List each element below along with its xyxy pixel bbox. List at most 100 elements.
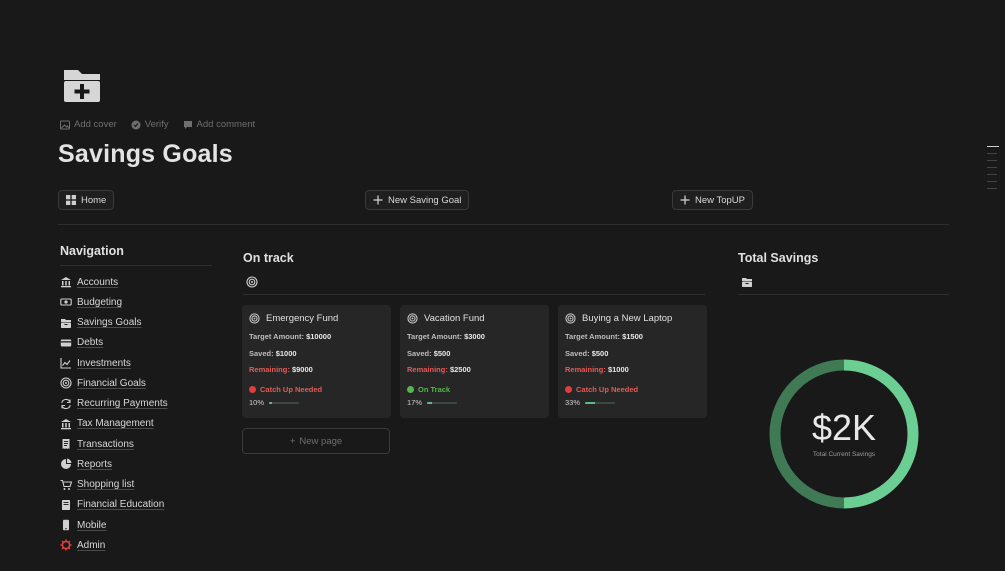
progress-bar-fill (585, 401, 595, 404)
progress-row: 33% (565, 398, 700, 407)
repeat-icon (60, 398, 72, 410)
total-savings-label: Total Current Savings (812, 451, 876, 458)
saved-row: Saved: $1000 (249, 349, 384, 366)
nav-item-label: Accounts (77, 276, 119, 288)
status-badge: Catch Up Needed (565, 382, 700, 399)
add-comment-button[interactable]: Add comment (183, 119, 255, 130)
target-amount-value: $3000 (464, 332, 485, 341)
comment-icon (183, 120, 192, 129)
nav-item-label: Financial Goals (77, 377, 146, 389)
goal-card-buying-a-new-laptop[interactable]: Buying a New Laptop Target Amount: $1500… (558, 305, 707, 418)
nav-item-label: Budgeting (77, 296, 123, 308)
nav-item-label: Reports (77, 458, 113, 470)
add-cover-button[interactable]: Add cover (60, 119, 117, 130)
toc-marker[interactable] (987, 146, 999, 147)
target-amount-row: Target Amount: $3000 (407, 332, 542, 349)
donut-segment-0 (843, 359, 919, 509)
on-track-heading: On track (243, 251, 294, 265)
folder-plus-icon[interactable] (62, 68, 102, 104)
new-saving-goal-label: New Saving Goal (388, 194, 462, 206)
bank-icon (60, 418, 72, 430)
toc-marker[interactable] (987, 174, 997, 175)
nav-item-label: Savings Goals (77, 317, 142, 329)
target-amount-label: Target Amount: (565, 332, 620, 341)
home-button-label: Home (81, 194, 107, 206)
status-label: Catch Up Needed (260, 385, 323, 395)
nav-item-label: Investments (77, 357, 131, 369)
saved-row: Saved: $500 (565, 349, 700, 366)
goal-card-emergency-fund[interactable]: Emergency Fund Target Amount: $10000 Sav… (242, 305, 391, 418)
progress-row: 17% (407, 398, 542, 407)
toc-marker[interactable] (987, 188, 997, 189)
money-icon (60, 296, 72, 308)
goal-card-vacation-fund[interactable]: Vacation Fund Target Amount: $3000 Saved… (400, 305, 549, 418)
header-divider (58, 224, 949, 225)
gear-icon (60, 539, 72, 551)
nav-item-tax-management[interactable]: Tax Management (60, 414, 168, 434)
home-button[interactable]: Home (58, 190, 115, 210)
nav-item-financial-goals[interactable]: Financial Goals (60, 373, 168, 393)
nav-item-budgeting[interactable]: Budgeting (60, 292, 168, 312)
nav-item-debts[interactable]: Debts (60, 333, 168, 353)
total-savings-divider (738, 294, 949, 295)
bank-icon (60, 276, 72, 288)
target-amount-label: Target Amount: (407, 332, 462, 341)
nav-item-accounts[interactable]: Accounts (60, 272, 168, 292)
nav-item-transactions[interactable]: Transactions (60, 434, 168, 454)
check-circle-icon (131, 120, 141, 129)
navigation-divider (60, 265, 212, 266)
total-savings-heading: Total Savings (738, 251, 819, 265)
new-page-button[interactable]: + New page (242, 428, 390, 454)
status-dot-icon (407, 386, 414, 394)
nav-item-mobile[interactable]: Mobile (60, 515, 168, 535)
card-title: Emergency Fund (266, 313, 339, 324)
nav-item-investments[interactable]: Investments (60, 353, 168, 373)
card-title-row: Buying a New Laptop (565, 313, 700, 324)
nav-item-shopping-list[interactable]: Shopping list (60, 475, 168, 495)
nav-item-label: Shopping list (77, 479, 135, 491)
progress-bar (269, 401, 300, 404)
new-saving-goal-button[interactable]: New Saving Goal (365, 190, 470, 210)
nav-item-savings-goals[interactable]: Savings Goals (60, 313, 168, 333)
saved-value: $500 (591, 348, 609, 358)
verify-button[interactable]: Verify (131, 119, 169, 130)
on-track-divider (243, 294, 705, 295)
nav-item-label: Admin (77, 539, 106, 551)
toc-marker[interactable] (987, 153, 997, 154)
toc-marker[interactable] (987, 167, 997, 168)
card-title: Buying a New Laptop (582, 313, 673, 324)
status-label: Catch Up Needed (576, 385, 639, 395)
receipt-icon (60, 438, 72, 450)
progress-percent: 17% (407, 398, 423, 407)
remaining-value: $9000 (291, 365, 313, 374)
target-amount-label: Target Amount: (249, 332, 304, 341)
nav-item-financial-education[interactable]: Financial Education (60, 495, 168, 515)
progress-bar (427, 401, 458, 404)
toc-marker[interactable] (987, 181, 997, 182)
target-amount-row: Target Amount: $10000 (249, 332, 384, 349)
remaining-label: Remaining: (407, 365, 448, 374)
total-savings-value: $2K (811, 407, 877, 448)
new-topup-button[interactable]: New TopUP (672, 190, 753, 210)
target-icon (407, 313, 418, 324)
remaining-row: Remaining: $2500 (407, 365, 542, 382)
card-title-row: Vacation Fund (407, 313, 542, 324)
new-topup-label: New TopUP (695, 194, 745, 206)
nav-item-reports[interactable]: Reports (60, 454, 168, 474)
total-savings-donut-chart (769, 359, 919, 509)
remaining-row: Remaining: $9000 (249, 365, 384, 382)
nav-item-admin[interactable]: Admin (60, 535, 168, 555)
remaining-value: $2500 (449, 365, 471, 374)
table-of-contents[interactable] (987, 146, 999, 189)
chart-line-icon (60, 357, 72, 369)
credit-card-icon (60, 337, 72, 349)
book-icon (60, 499, 72, 511)
target-amount-value: $10000 (306, 332, 332, 341)
plus-icon: + (289, 435, 296, 447)
donut-segment-1 (769, 359, 845, 509)
toc-marker[interactable] (987, 160, 997, 161)
image-icon (60, 120, 70, 129)
nav-item-recurring-payments[interactable]: Recurring Payments (60, 394, 168, 414)
target-icon (60, 377, 72, 389)
grid-icon (66, 195, 76, 205)
